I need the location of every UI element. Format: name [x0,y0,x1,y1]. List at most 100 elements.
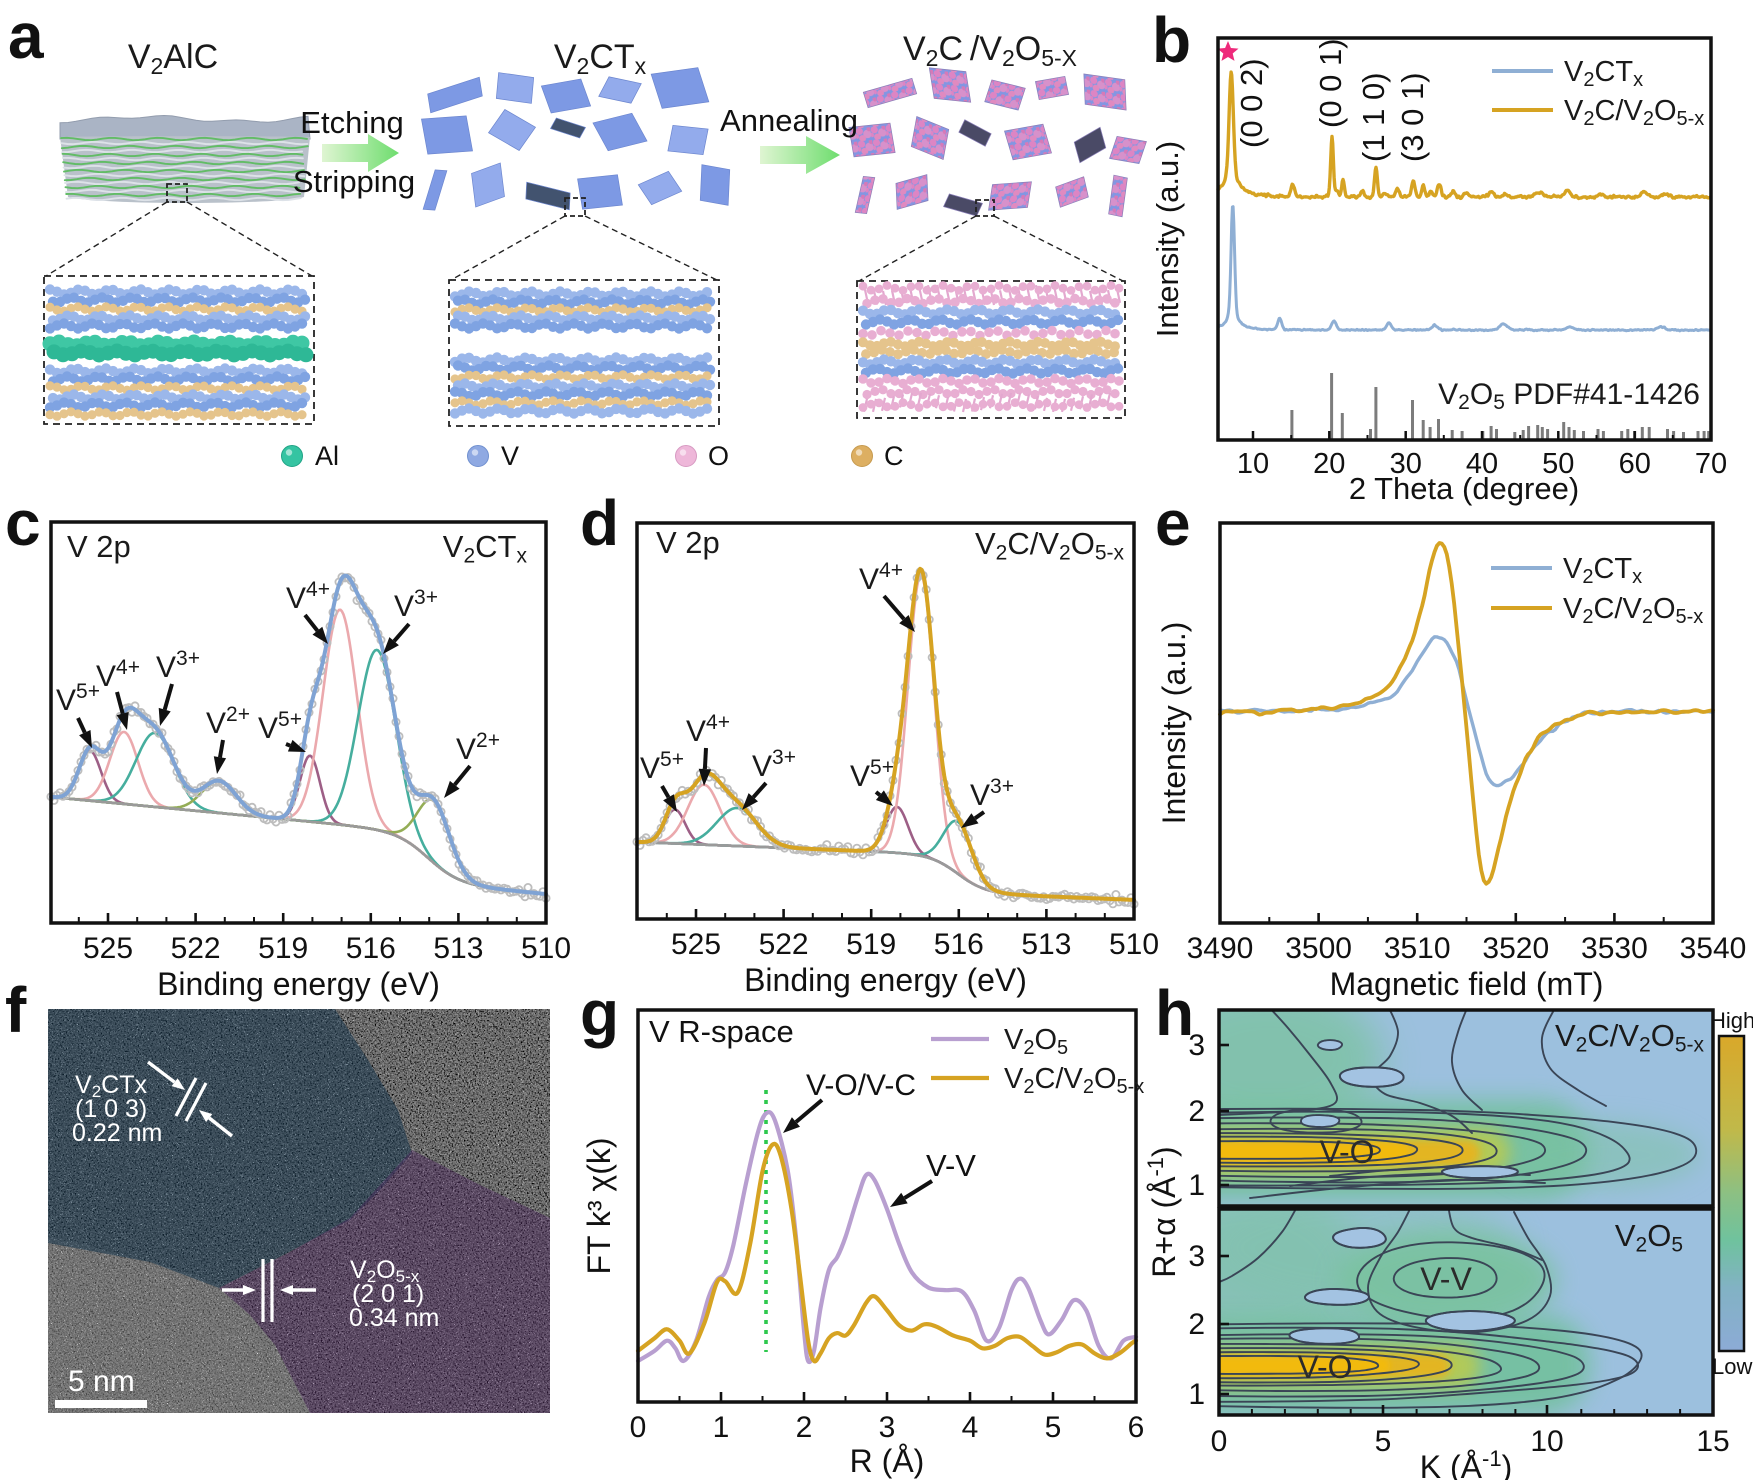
svg-text:(2 0 1): (2 0 1) [352,1280,424,1308]
svg-text:V4+: V4+ [859,559,903,596]
svg-text:(1 1 0): (1 1 0) [1356,72,1391,162]
svg-text:V2C /V2O5-X: V2C /V2O5-X [903,30,1077,71]
svg-text:Binding energy (eV): Binding energy (eV) [744,962,1027,998]
svg-text:510: 510 [521,932,571,965]
svg-text:V5+: V5+ [56,680,100,717]
svg-text:Al: Al [315,441,339,471]
svg-text:R (Å): R (Å) [850,1443,925,1479]
svg-text:V2CTx: V2CTx [75,1071,147,1101]
svg-text:V2+: V2+ [456,729,500,766]
svg-text:High: High [1710,1008,1753,1033]
svg-text:V-V: V-V [926,1148,976,1183]
svg-text:V2+: V2+ [206,703,250,740]
svg-text:V2CTx: V2CTx [1564,56,1643,91]
svg-text:1: 1 [1188,1169,1205,1202]
svg-text:2: 2 [1188,1308,1205,1341]
svg-text:f: f [5,974,27,1046]
svg-text:(3 0 1): (3 0 1) [1395,72,1430,162]
svg-text:3500: 3500 [1285,932,1352,965]
svg-text:V5+: V5+ [258,708,302,745]
svg-text:V3+: V3+ [752,746,796,783]
svg-text:516: 516 [934,928,984,961]
svg-text:3490: 3490 [1187,932,1254,965]
svg-text:5: 5 [1045,1411,1062,1444]
svg-text:(1 0 3): (1 0 3) [75,1095,147,1123]
svg-text:4: 4 [962,1411,979,1444]
svg-text:Etching: Etching [300,105,403,140]
svg-text:20: 20 [1313,448,1345,480]
svg-text:V 2p: V 2p [67,529,131,564]
svg-text:0: 0 [1211,1425,1228,1458]
svg-text:Intensity (a.u.): Intensity (a.u.) [1156,622,1192,825]
svg-text:(0 0 2): (0 0 2) [1234,58,1269,148]
svg-text:V-V: V-V [1420,1261,1472,1297]
svg-text:V2O5: V2O5 [1615,1218,1683,1256]
svg-text:Annealing: Annealing [720,103,858,138]
svg-text:V2O5 PDF#41-1426: V2O5 PDF#41-1426 [1438,378,1700,414]
svg-text:V3+: V3+ [156,647,200,684]
svg-text:516: 516 [346,932,396,965]
svg-text:519: 519 [258,932,308,965]
svg-text:FT k³ χ(k): FT k³ χ(k) [581,1137,617,1274]
svg-text:5 nm: 5 nm [68,1365,135,1398]
svg-text:2 Theta (degree): 2 Theta (degree) [1349,471,1579,506]
svg-text:Binding energy (eV): Binding energy (eV) [157,966,440,1002]
svg-text:V2O5: V2O5 [1004,1024,1068,1059]
svg-text:V2C/V2O5-x: V2C/V2O5-x [1564,95,1704,130]
svg-text:513: 513 [433,932,483,965]
svg-text:V2C/V2O5-x: V2C/V2O5-x [975,526,1125,564]
svg-text:V3+: V3+ [394,586,438,623]
svg-text:60: 60 [1619,448,1651,480]
svg-text:522: 522 [759,928,809,961]
svg-text:V2C/V2O5-x: V2C/V2O5-x [1563,593,1703,628]
svg-text:V4+: V4+ [96,656,140,693]
svg-text:6: 6 [1128,1411,1145,1444]
svg-text:V2O5-x: V2O5-x [350,1256,420,1286]
svg-text:3: 3 [1188,1240,1205,1273]
svg-text:(0 0 1): (0 0 1) [1313,38,1348,128]
svg-text:3510: 3510 [1384,932,1451,965]
svg-text:2: 2 [796,1411,813,1444]
svg-text:V2C/V2O5-x: V2C/V2O5-x [1004,1063,1144,1098]
svg-text:0.34 nm: 0.34 nm [349,1304,439,1332]
svg-text:Intensity (a.u.): Intensity (a.u.) [1150,141,1185,337]
svg-text:V2C/V2O5-x: V2C/V2O5-x [1555,1018,1705,1056]
svg-text:40: 40 [1466,448,1498,480]
svg-text:3520: 3520 [1482,932,1549,965]
svg-text:V5+: V5+ [850,756,894,793]
svg-text:b: b [1152,4,1191,76]
svg-text:O: O [708,441,729,471]
svg-text:V-O: V-O [1297,1349,1352,1385]
svg-text:V5+: V5+ [640,748,684,785]
svg-text:0: 0 [630,1411,647,1444]
svg-text:0.22 nm: 0.22 nm [72,1119,162,1147]
svg-text:510: 510 [1109,928,1159,961]
svg-text:g: g [580,977,619,1049]
svg-text:e: e [1155,487,1191,559]
svg-text:V 2p: V 2p [656,525,720,560]
svg-text:V4+: V4+ [686,711,730,748]
svg-text:Magnetic field (mT): Magnetic field (mT) [1330,966,1604,1002]
svg-text:3: 3 [879,1411,896,1444]
svg-text:a: a [8,0,44,72]
svg-text:V2CTx: V2CTx [1563,553,1642,588]
svg-text:V4+: V4+ [286,578,330,615]
svg-text:10: 10 [1530,1425,1563,1458]
svg-text:V3+: V3+ [970,775,1014,812]
svg-text:30: 30 [1390,448,1422,480]
svg-text:C: C [884,441,904,471]
svg-text:d: d [580,487,619,559]
svg-text:522: 522 [171,932,221,965]
svg-text:Low: Low [1712,1354,1752,1379]
svg-text:519: 519 [846,928,896,961]
svg-text:V2CTx: V2CTx [443,529,528,567]
svg-text:3540: 3540 [1680,932,1747,965]
svg-text:525: 525 [671,928,721,961]
svg-text:V-O/V-C: V-O/V-C [806,1069,916,1102]
svg-text:50: 50 [1542,448,1574,480]
svg-text:70: 70 [1695,448,1727,480]
svg-text:525: 525 [83,932,133,965]
svg-text:V-O: V-O [1319,1134,1374,1170]
svg-text:Stripping: Stripping [293,164,415,199]
svg-text:V2CTx: V2CTx [554,38,647,79]
